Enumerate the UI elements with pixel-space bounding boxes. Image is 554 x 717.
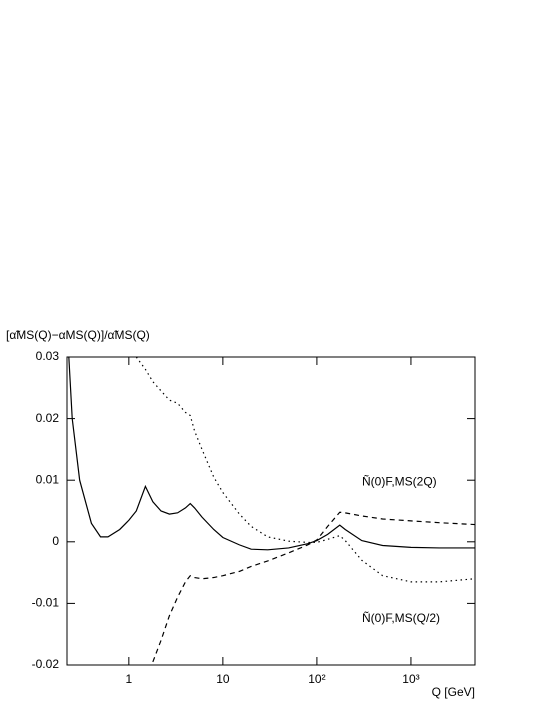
y-tick-label: -0.02: [32, 657, 60, 671]
x-tick-label: 10³: [402, 672, 419, 686]
x-tick-label: 1: [125, 672, 132, 686]
y-tick-label: 0.03: [36, 349, 60, 363]
y-tick-label: -0.01: [32, 596, 60, 610]
y-axis-label: [α̃MS(Q)−αMS(Q)]/α̃MS(Q): [6, 328, 150, 342]
line-series: [68, 357, 475, 551]
series-annotation: Ñ(0)F,MS(Q/2): [362, 611, 440, 625]
y-tick-label: 0.01: [36, 472, 60, 486]
y-tick-label: 0.02: [36, 411, 60, 425]
x-tick-label: 10²: [308, 672, 325, 686]
x-axis-label: Q [GeV]: [432, 685, 475, 699]
series-annotation: Ñ(0)F,MS(2Q): [362, 475, 437, 489]
y-tick-label: 0: [52, 534, 59, 548]
line-series: [135, 357, 475, 583]
line-series: [152, 511, 475, 663]
plot-lines: [68, 357, 475, 663]
plot-frame: [66, 356, 476, 666]
x-tick-label: 10: [216, 672, 230, 686]
